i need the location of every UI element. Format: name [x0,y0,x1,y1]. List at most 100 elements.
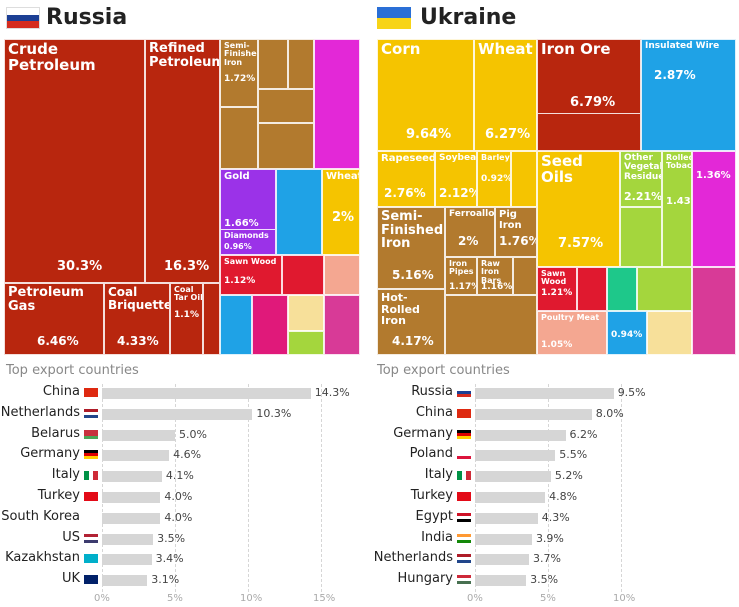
treemap-tile: Semi-Finished Iron 1.72% [220,39,258,107]
netherlands-flag-icon [84,408,98,418]
bar-value-label: 14.3% [314,386,350,399]
china-flag-icon [84,388,98,397]
bar [102,388,311,399]
gridline [248,384,249,592]
treemap-tile [314,39,360,169]
x-tick-label: 10% [240,593,263,604]
treemap-tile: Refined Petroleum 16.3% [145,39,220,283]
bar [475,533,532,545]
egypt-flag-icon [457,512,471,522]
treemap-tile: Hot-Rolled Iron 4.17% [377,289,445,355]
gridline [102,384,103,592]
bar [102,450,170,462]
bar [475,492,546,503]
russia-bar-chart: 0% 5% 10% 15% China 14.3% Netherlands 10.3% Bela… [0,380,370,607]
treemap-tile [258,89,314,123]
poland-flag-icon [457,450,471,460]
china-flag-icon [457,408,471,418]
treemap-tile [537,113,641,151]
treemap-tile: Rapeseed 2.76% [377,151,435,207]
treemap-tile [252,295,288,355]
treemap-tile [637,267,692,311]
gridline [475,384,476,592]
bar-value-label: 3.4% [155,552,184,566]
bar-value-label: 6.2% [569,427,598,441]
bar [102,429,175,441]
country-label: Germany [20,446,80,462]
treemap-tile: Coal Tar Oil 1.1% [170,283,203,355]
treemap-tile: Raw Iron Bars 1.16% [477,257,513,295]
treemap-tile: Insulated Wire 2.87% [641,39,736,151]
russia-section-title: Top export countries [6,363,139,378]
bar-value-label: 4.6% [173,448,202,462]
country-label: Kazakhstan [5,550,80,566]
netherlands-flag-icon [457,554,471,564]
bar-value-label: 3.1% [151,573,180,587]
country-label: South Korea [1,508,80,524]
country-label: Poland [409,446,453,462]
belarus-flag-icon [84,429,98,439]
turkey-flag-icon [84,492,98,501]
treemap-tile: Crude Petroleum 30.3% [4,39,145,283]
treemap-tile: 0.94% [607,311,647,355]
bar [475,388,614,399]
treemap-tile [692,267,736,355]
treemap-tile: Other Vegetable Residues 2.21% [620,151,662,207]
bar [475,429,566,441]
treemap-tile: Soybeans 2.12% [435,151,477,207]
bar-value-label: 4.3% [541,510,570,524]
germany-flag-icon [457,429,471,439]
bar [102,471,162,483]
hungary-flag-icon [457,575,471,585]
treemap-tile: Wheat 6.27% [474,39,537,151]
country-label: China [42,384,80,399]
treemap-tile: Iron Pipes 1.17% [445,257,477,295]
treemap-tile [620,207,662,267]
x-tick-label: 0% [94,593,110,604]
treemap-tile: Sawn Wood 1.12% [220,255,282,295]
bar [102,533,154,545]
bar-value-label: 8.0% [595,406,624,420]
bar [475,408,592,420]
bar-value-label: 4.8% [549,490,578,503]
treemap-tile [324,295,360,355]
germany-flag-icon [84,450,98,460]
treemap-tile [276,169,322,255]
treemap-tile [203,283,220,355]
bar-value-label: 4.0% [164,510,193,524]
country-label: Turkey [37,488,80,503]
treemap-tile [445,295,537,355]
ukraine-section-title: Top export countries [377,363,510,378]
italy-flag-icon [457,471,471,481]
treemap-tile [324,255,360,295]
bar [102,575,148,587]
ukraine-bar-chart: 0% 5% 10% Russia 9.5% China 8.0% Germany 6.2% Pol… [370,380,739,607]
india-flag-icon [457,533,471,543]
x-tick-label: 5% [540,593,556,604]
treemap-tile [220,295,252,355]
treemap-tile [258,39,288,89]
treemap-tile: Rolled Tobacco 1.43% [662,151,692,267]
gridline [175,384,176,592]
x-tick-label: 0% [467,593,483,604]
kazakhstan-flag-icon [84,554,98,564]
x-tick-label: 5% [167,593,183,604]
x-tick-label: 10% [613,593,636,604]
bar [475,512,538,524]
us-flag-icon [84,533,98,543]
bar-value-label: 5.0% [179,427,207,441]
treemap-tile [220,107,258,169]
ukraine-treemap: Corn 9.64% Wheat 6.27% Rapeseed 2.76% So… [377,39,736,355]
treemap-tile: Ferroalloys 2% [445,207,495,257]
country-label: China [415,404,453,420]
treemap-tile [647,311,692,355]
country-label: Hungary [397,571,453,587]
south-korea-flag-icon [84,512,98,522]
bar-value-label: 10.3% [256,406,292,420]
gridline [321,384,322,592]
treemap-tile: Poultry Meat 1.05% [537,311,607,355]
turkey-flag-icon [457,492,471,501]
treemap-tile [513,257,537,295]
bar-value-label: 3.9% [535,531,564,545]
uk-flag-icon [84,575,98,585]
